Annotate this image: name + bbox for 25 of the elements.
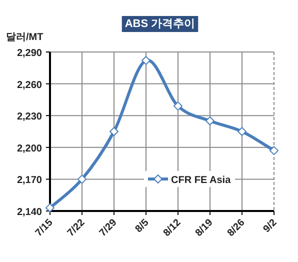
point <box>142 56 150 65</box>
point <box>110 127 118 136</box>
x-tick-label: 8/12 <box>162 217 184 239</box>
point <box>46 203 54 212</box>
x-tick-label: 7/22 <box>66 217 88 239</box>
point <box>270 146 278 156</box>
legend: CFR FE Asia <box>144 171 236 187</box>
y-axis-title: 달러/MT <box>6 32 44 43</box>
point <box>78 174 86 184</box>
y-tick-label: 2,230 <box>16 112 42 123</box>
x-tick-label: 9/2 <box>262 217 280 235</box>
y-tick-label: 2,140 <box>16 207 42 218</box>
point <box>238 127 246 136</box>
x-tick-label: 8/26 <box>226 217 248 239</box>
y-tick-label: 2,290 <box>16 48 42 59</box>
point <box>174 102 182 111</box>
legend-label: CFR FE Asia <box>171 175 232 186</box>
y-tick-label: 2,200 <box>16 143 42 154</box>
y-tick-label: 2,170 <box>16 175 42 186</box>
point <box>206 116 214 126</box>
chart-title: ABS 가격추이 <box>124 18 196 30</box>
x-tick-label: 8/5 <box>134 217 152 235</box>
y-tick-label: 2,260 <box>16 80 42 91</box>
x-tick-label: 8/19 <box>194 217 216 239</box>
x-tick-label: 7/29 <box>98 217 120 239</box>
